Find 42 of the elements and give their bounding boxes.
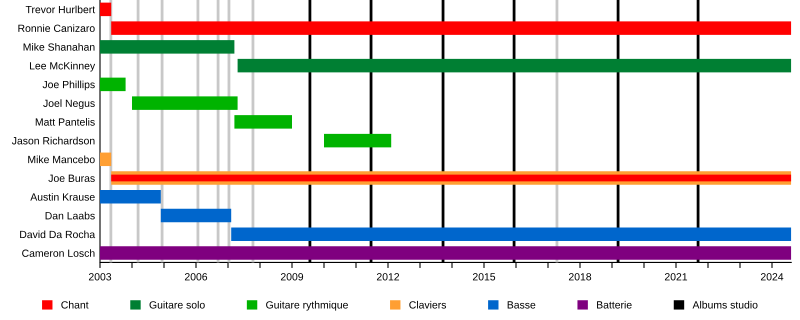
x-tick-label: 2024 — [760, 273, 784, 280]
y-tick-label: David Da Rocha — [20, 230, 96, 238]
bar — [238, 58, 792, 72]
y-tick-label: Dan Laabs — [46, 212, 95, 220]
bar — [160, 208, 232, 222]
legend-label: Guitare solo — [150, 300, 205, 309]
y-tick-label: Mike Shanahan — [24, 43, 94, 51]
y-tick-label: Joe Buras — [48, 174, 95, 182]
x-tick-label: 2009 — [280, 273, 304, 280]
legend-label: Chant — [61, 300, 89, 309]
bar — [100, 78, 126, 92]
bar — [234, 115, 292, 129]
legend-label: Guitare rythmique — [266, 300, 348, 311]
y-tick-label: Trevor Hurlbert — [26, 6, 96, 14]
bar — [100, 152, 112, 166]
bar — [100, 2, 112, 16]
bar — [100, 190, 161, 204]
x-tick-label: 2021 — [664, 273, 688, 280]
x-tick-label: 2015 — [472, 273, 496, 280]
bar — [132, 96, 238, 110]
bar — [324, 134, 392, 148]
bar — [111, 21, 792, 35]
legend-label: Claviers — [409, 300, 446, 309]
y-tick-label: Ronnie Canizaro — [18, 24, 95, 32]
bar — [231, 228, 792, 242]
y-tick-label: Lee McKinney — [30, 62, 96, 72]
y-tick-label: Joe Phillips — [42, 80, 95, 90]
legend-label: Batterie — [597, 300, 632, 309]
y-tick-label: Austin Krause — [30, 193, 95, 201]
y-tick-label: Jason Richardson — [12, 136, 94, 144]
legend-label: Basse — [508, 301, 536, 309]
x-tick-label: 2018 — [568, 273, 592, 280]
y-tick-label: Joel Negus — [43, 99, 95, 110]
bar — [100, 40, 234, 54]
x-tick-label: 2003 — [88, 273, 112, 280]
bar — [100, 246, 792, 260]
x-tick-label: 2012 — [376, 273, 400, 280]
y-tick-label: Cameron Losch — [22, 249, 94, 257]
x-tick-label: 2006 — [184, 273, 208, 280]
legend-label: Albums studio — [692, 300, 758, 309]
y-tick-label: Mike Mancebo — [28, 156, 95, 164]
y-tick-label: Matt Pantelis — [36, 118, 95, 126]
